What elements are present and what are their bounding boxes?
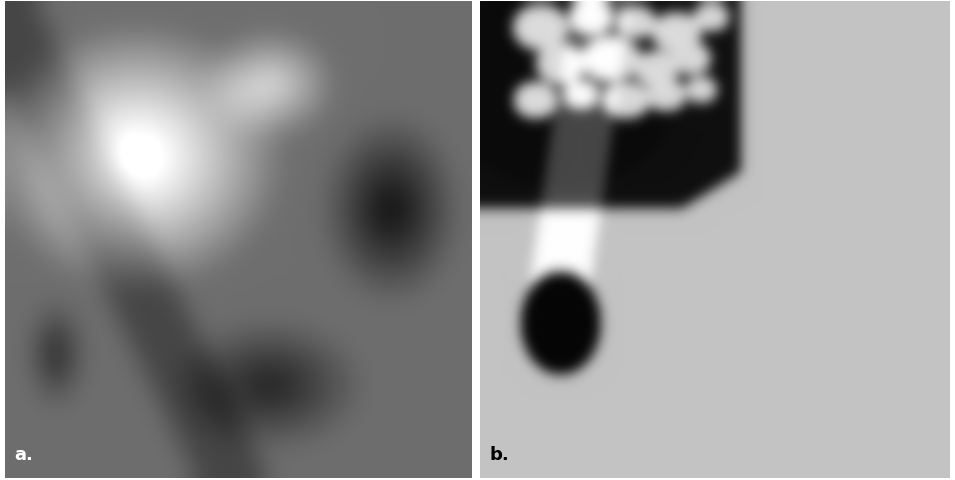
- Text: a.: a.: [14, 445, 33, 463]
- Text: b.: b.: [490, 445, 510, 463]
